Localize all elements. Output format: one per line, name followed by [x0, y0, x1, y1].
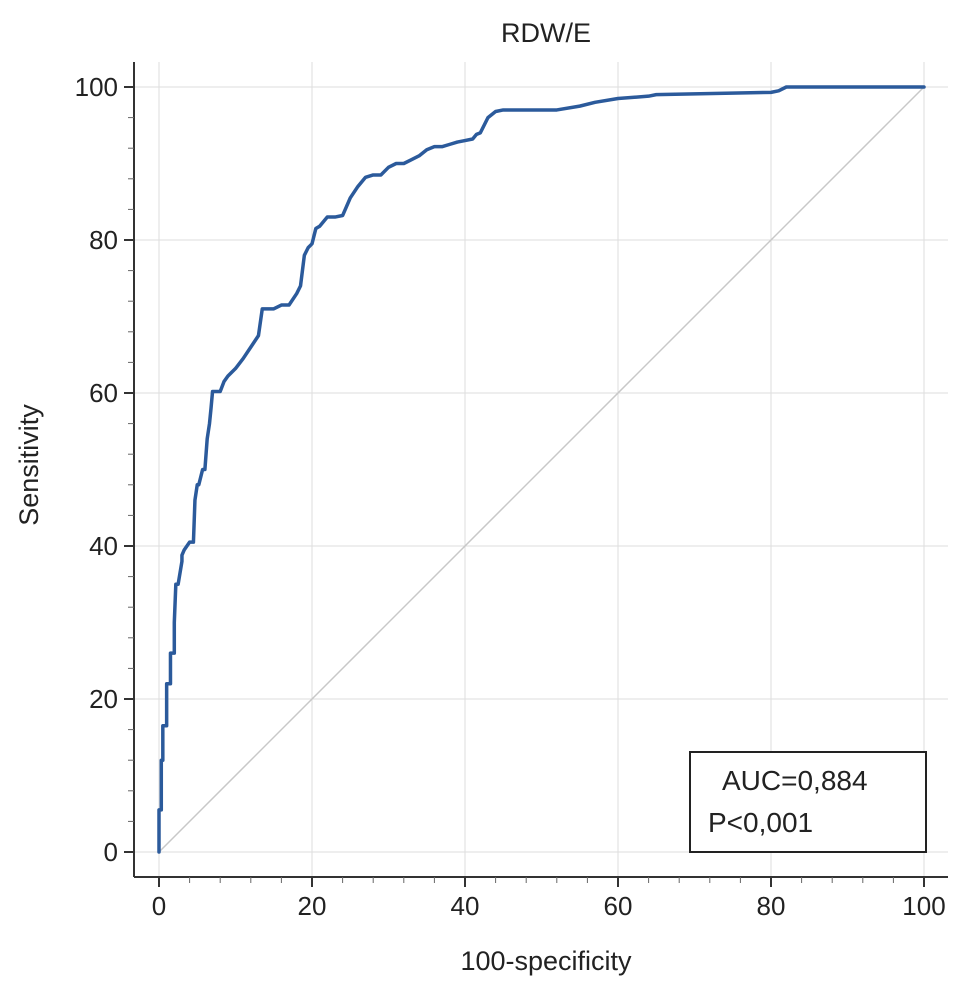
x-tick-label-0: 0 — [152, 891, 166, 921]
chart-title: RDW/E — [501, 18, 591, 48]
y-tick-label-3: 60 — [89, 378, 118, 408]
roc-curve-line — [157, 85, 926, 854]
y-axis-label: Sensitivity — [14, 404, 44, 526]
tick-layer: 0 20 40 60 80 100 0 20 40 60 80 100 — [75, 72, 946, 921]
annotation-frame — [689, 751, 927, 853]
y-tick-label-4: 80 — [89, 225, 118, 255]
x-tick-label-2: 40 — [451, 891, 480, 921]
series-layer — [157, 85, 926, 854]
reference-diagonal-line — [158, 86, 925, 853]
annotation-box: AUC=0,884 P<0,001 — [689, 751, 927, 853]
auc-value: AUC=0,884 — [722, 765, 868, 796]
x-tick-label-3: 60 — [604, 891, 633, 921]
x-axis-label: 100-specificity — [460, 946, 632, 976]
axes-frame — [133, 62, 948, 878]
y-tick-label-5: 100 — [75, 72, 118, 102]
y-tick-label-2: 40 — [89, 531, 118, 561]
y-tick-label-0: 0 — [104, 837, 118, 867]
y-tick-label-1: 20 — [89, 684, 118, 714]
grid-layer — [134, 62, 948, 877]
p-value: P<0,001 — [708, 807, 813, 838]
reference-layer — [158, 86, 925, 853]
x-tick-label-4: 80 — [757, 891, 786, 921]
x-tick-label-1: 20 — [298, 891, 327, 921]
x-tick-label-5: 100 — [902, 891, 945, 921]
